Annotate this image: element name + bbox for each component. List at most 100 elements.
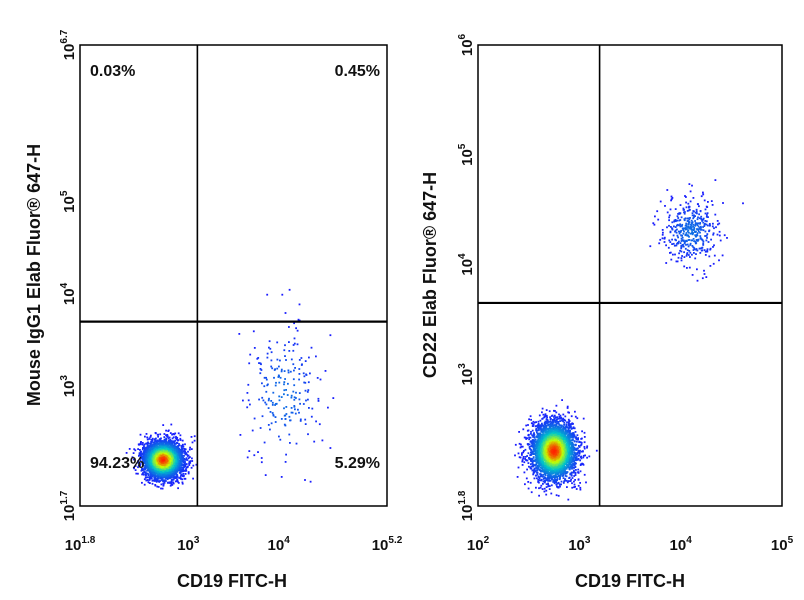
event-dot [298,392,301,394]
event-dot [273,376,275,379]
event-dot [178,477,181,479]
event-dot [162,482,165,485]
event-dot [242,399,244,402]
event-dot [147,466,149,469]
event-dot [538,476,540,479]
event-dot [553,416,555,418]
event-dot [166,469,169,472]
event-dot [154,473,157,476]
event-dot [165,476,168,479]
event-dot [176,438,178,441]
event-dot [165,440,168,443]
event-dot [179,468,181,471]
event-dot [252,330,255,333]
event-dot [142,473,145,476]
event-dot [153,466,156,469]
event-dot [270,351,273,354]
event-dot [168,475,170,477]
event-dot [156,459,159,462]
event-dot [534,464,537,467]
plot-frame [79,44,388,507]
event-dot [170,475,172,478]
event-dot [174,454,176,456]
event-dot [290,396,293,399]
event-dot [173,462,176,465]
event-dot [253,417,256,420]
event-dot [171,455,174,458]
event-dot [181,461,184,463]
event-dot [535,427,538,430]
event-dot [307,433,309,436]
event-dot [171,473,174,476]
event-dot [175,435,177,438]
event-dot [292,378,295,381]
event-dot [170,458,173,461]
event-dot [257,357,260,359]
event-dot [168,472,171,474]
event-dot [285,406,288,408]
event-dot [268,340,271,343]
event-dot [141,481,143,484]
event-dot [280,368,283,371]
event-dot [258,398,260,401]
event-dot [162,450,165,453]
event-dot [166,460,168,463]
event-dot [178,471,181,474]
event-dot [173,459,176,462]
panel-1: 0.03% 0.45% 94.23% 5.29% 101.8 103 104 105.… [24,29,403,591]
event-dot [163,439,166,442]
event-dot [289,442,291,444]
event-dot [174,456,177,459]
event-dot [150,441,152,443]
event-dot [153,457,156,460]
event-dot [155,456,157,459]
event-dot [153,478,156,481]
event-dot [573,475,576,477]
event-dot [158,439,161,442]
event-dot [289,419,292,422]
event-dot [158,454,161,457]
event-dot [298,373,301,375]
event-dot [165,429,167,432]
event-dot [174,447,177,449]
event-dot [151,482,154,485]
x-tick-label: 101.8 [65,535,96,554]
event-dot [162,445,165,448]
event-dot [157,466,160,468]
event-dot [157,442,160,445]
event-dot [149,459,152,462]
event-dot [274,404,276,406]
event-dot [167,462,170,464]
event-dot [179,454,181,457]
event-dot [137,461,140,464]
event-dot [163,433,166,435]
event-dot [169,470,172,472]
event-dot [261,382,263,385]
event-dot [133,448,136,451]
event-dot [153,449,156,451]
event-dot [162,424,165,426]
event-dot [165,452,167,455]
event-dot [177,461,180,463]
x-tick-label: 104 [268,535,291,554]
event-dot [158,445,161,448]
event-dot [169,484,172,487]
y-axis-label: Mouse IgG1 Elab Fluor® 647-H [24,144,44,406]
event-dot [298,398,301,401]
event-dot [543,427,546,430]
event-dot [145,442,147,445]
event-dot [139,452,142,454]
event-dot [578,446,581,448]
event-dot [159,460,162,463]
event-dot [148,482,151,484]
event-dot [180,474,182,477]
event-dot [275,381,277,384]
event-dot [164,448,167,451]
event-dot [182,467,184,470]
event-dot [161,472,164,475]
event-dot [143,459,146,462]
event-dot [271,367,274,370]
event-dot [170,464,173,466]
